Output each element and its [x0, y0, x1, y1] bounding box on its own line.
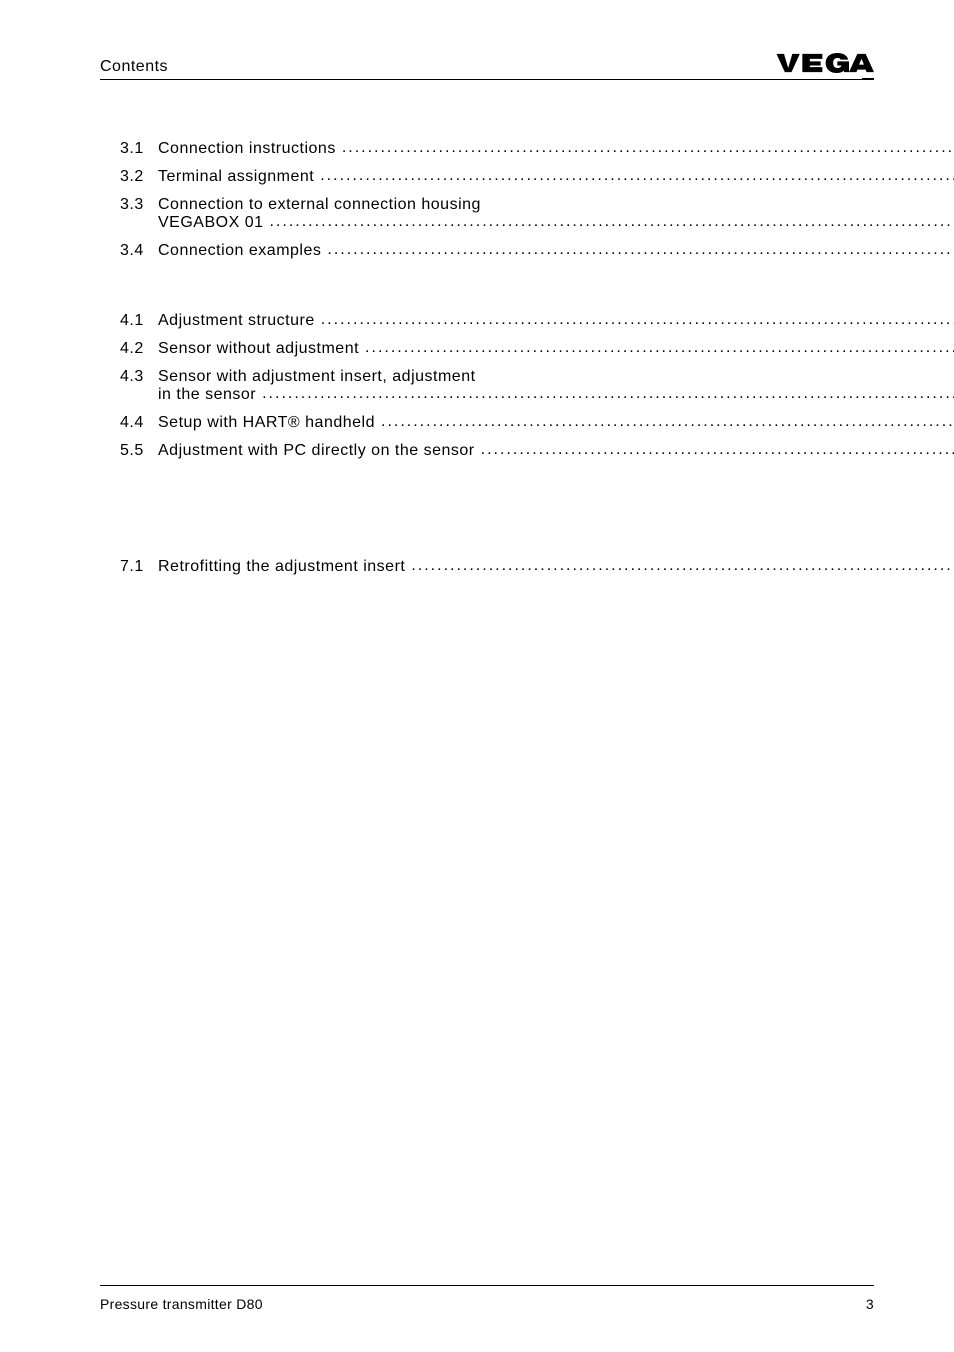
- toc-dots: ........................................…: [375, 413, 954, 431]
- page-footer: Pressure transmitter D80 3: [100, 1285, 874, 1312]
- toc-entry: 3.4 Connection examples ................…: [120, 242, 874, 260]
- header-underline: [100, 78, 874, 80]
- vega-logo: [774, 50, 874, 76]
- page-header: Contents: [100, 50, 874, 80]
- toc-text: Adjustment structure: [158, 312, 315, 330]
- toc-dots: ........................................…: [264, 213, 954, 231]
- toc-continuation: VEGABOX 01: [158, 214, 264, 232]
- header-title: Contents: [100, 58, 168, 76]
- toc-entry: 3.3 Connection to external connection ho…: [120, 196, 874, 232]
- toc-dots: ........................................…: [475, 441, 954, 459]
- toc-text: Retrofitting the adjustment insert: [158, 558, 405, 576]
- toc-number: 4.4: [120, 414, 158, 432]
- toc-dots: ........................................…: [336, 139, 954, 157]
- toc-continuation: in the sensor: [158, 386, 256, 404]
- toc-entry: 3.1 Connection instructions ............…: [120, 140, 874, 158]
- toc-text: Adjustment with PC directly on the senso…: [158, 442, 475, 460]
- toc-number: 4.1: [120, 312, 158, 330]
- toc-dots: ........................................…: [314, 167, 954, 185]
- toc-dots: ........................................…: [315, 311, 954, 329]
- toc-entry: 4.1 Adjustment structure ...............…: [120, 312, 874, 330]
- toc-number: 3.3: [120, 196, 158, 214]
- toc-content: 3.1 Connection instructions ............…: [100, 80, 874, 576]
- toc-entry: 7.1 Retrofitting the adjustment insert .…: [120, 558, 874, 576]
- toc-dots: ........................................…: [321, 241, 954, 259]
- toc-number: 3.4: [120, 242, 158, 260]
- toc-text: Connection instructions: [158, 140, 336, 158]
- toc-dots: ........................................…: [359, 339, 954, 357]
- toc-text: Terminal assignment: [158, 168, 314, 186]
- toc-dots: ........................................…: [405, 557, 954, 575]
- toc-entry: 4.2 Sensor without adjustment ..........…: [120, 340, 874, 358]
- toc-dots: ........................................…: [256, 385, 954, 403]
- toc-entry: 5.5 Adjustment with PC directly on the s…: [120, 442, 874, 460]
- footer-page-number: 3: [866, 1296, 874, 1312]
- toc-text: Connection to external connection housin…: [158, 196, 481, 214]
- toc-text: Sensor without adjustment: [158, 340, 359, 358]
- toc-number: 5.5: [120, 442, 158, 460]
- toc-number: 7.1: [120, 558, 158, 576]
- toc-text: Setup with HART® handheld: [158, 414, 375, 432]
- toc-number: 3.2: [120, 168, 158, 186]
- footer-left: Pressure transmitter D80: [100, 1296, 263, 1312]
- toc-entry: 4.4 Setup with HART® handheld ..........…: [120, 414, 874, 432]
- toc-entry: 3.2 Terminal assignment ................…: [120, 168, 874, 186]
- toc-text: Connection examples: [158, 242, 321, 260]
- toc-text: Sensor with adjustment insert, adjustmen…: [158, 368, 476, 386]
- toc-number: 3.1: [120, 140, 158, 158]
- toc-number: 4.3: [120, 368, 158, 386]
- toc-number: 4.2: [120, 340, 158, 358]
- toc-entry: 4.3 Sensor with adjustment insert, adjus…: [120, 368, 874, 404]
